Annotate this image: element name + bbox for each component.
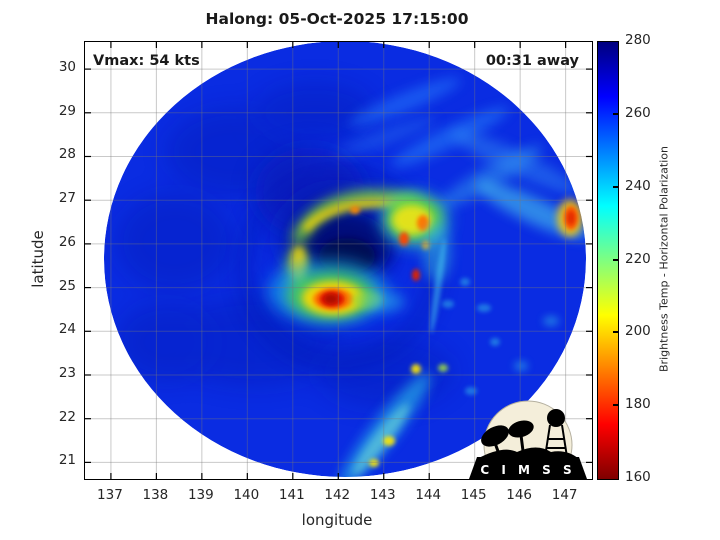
colorbar-tick [613,185,618,188]
axis-ticks [85,42,592,479]
vmax-annotation: Vmax: 54 kts [93,53,200,69]
colorbar-label: Brightness Temp - Horizontal Polarizatio… [657,146,671,372]
y-tick-label: 24 [58,321,76,338]
x-tick-label: 137 [97,487,123,503]
gridlines [85,42,592,479]
x-tick-label: 144 [415,487,442,503]
x-tick-label: 140 [233,487,260,503]
cimss-banner-text: C I M S S [480,463,575,477]
plot-title: Halong: 05-Oct-2025 17:15:00 [205,10,469,28]
time-away-annotation: 00:31 away [485,53,579,69]
colorbar-tick-label: 200 [625,323,651,340]
storm-swath-image [85,42,592,479]
x-tick-label: 142 [324,487,351,503]
x-tick-label: 146 [506,487,533,503]
y-tick-label: 22 [58,408,76,425]
colorbar-tick [613,258,618,261]
colorbar-tick [613,404,618,407]
x-tick-label: 139 [187,487,214,503]
cimss-logo-silhouette [477,409,579,459]
colorbar-tick [613,331,618,334]
plot-area: C I M S S [84,41,593,480]
x-tick-label: 138 [142,487,169,503]
y-tick-label: 27 [58,190,76,207]
y-tick-label: 23 [58,364,76,381]
x-tick-label: 143 [369,487,396,503]
y-tick-label: 25 [58,277,76,294]
x-tick-label: 141 [278,487,305,503]
y-tick-label: 26 [58,233,76,250]
colorbar-tick-label: 280 [625,32,651,48]
swath-painting [104,42,586,477]
cimss-banner [469,457,587,479]
colorbar-tick-label: 180 [625,396,651,413]
x-tick-label: 147 [551,487,578,503]
x-axis-label: longitude [301,511,373,529]
colorbar-tick-label: 240 [625,177,651,194]
cimss-logo: C I M S S [469,400,587,479]
colorbar-tick-label: 260 [625,104,651,121]
y-tick-label: 28 [58,146,76,163]
x-tick-label: 145 [460,487,487,503]
y-tick-label: 30 [58,59,76,76]
y-tick-label: 21 [58,452,76,469]
colorbar-tick-label: 220 [625,250,651,267]
colorbar-tick [613,112,618,115]
y-tick-label: 29 [58,102,76,119]
colorbar-tick-label: 160 [625,469,651,485]
colorbar [597,41,619,480]
